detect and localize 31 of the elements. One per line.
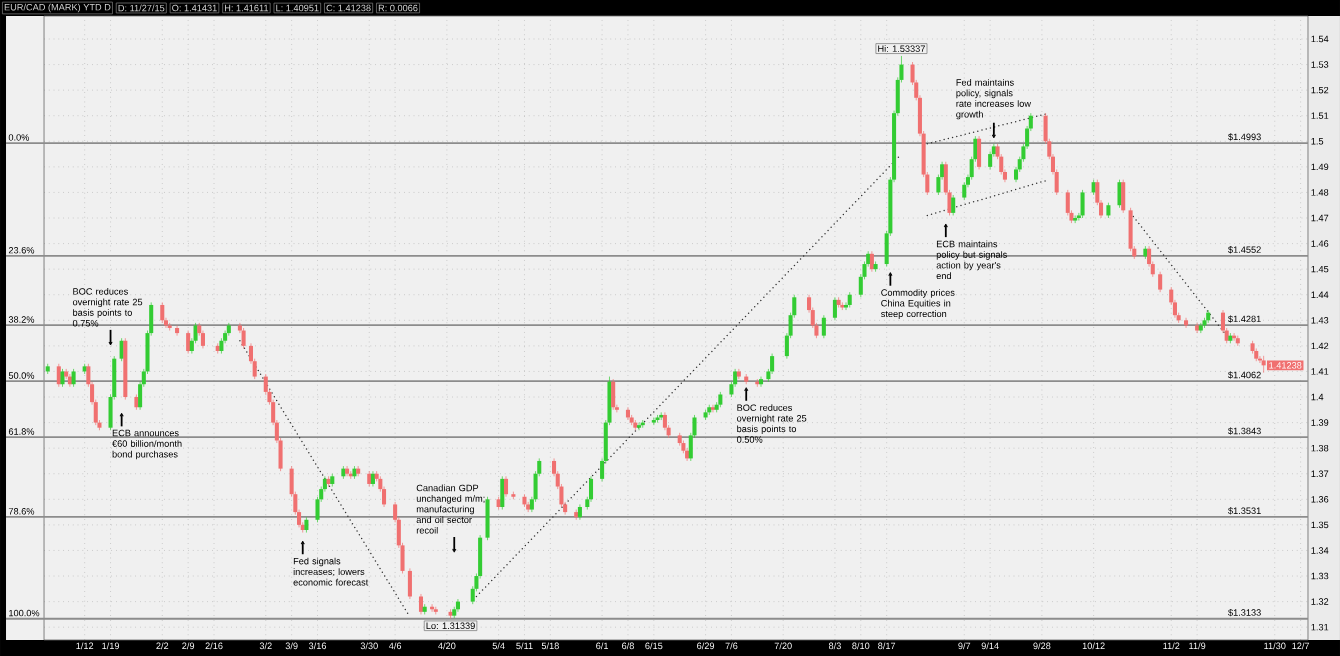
candlestick: [977, 135, 982, 170]
candlestick: [345, 465, 350, 477]
candlestick: [1184, 317, 1189, 329]
candlestick: [175, 325, 180, 336]
candlestick: [67, 373, 72, 388]
candlestick: [167, 322, 172, 331]
candlestick: [1065, 189, 1070, 216]
candlestick: [1080, 189, 1085, 219]
candlestick: [685, 447, 690, 462]
candlestick: [637, 422, 642, 431]
candlestick: [655, 414, 660, 423]
candlestick: [241, 327, 246, 349]
candlestick: [611, 378, 616, 411]
candlestick: [503, 475, 509, 498]
candlestick: [951, 194, 956, 216]
candlestick: [588, 475, 594, 503]
candlestick: [407, 568, 412, 600]
candlestick: [160, 302, 165, 324]
candlestick: [821, 314, 826, 339]
candlestick: [1073, 215, 1078, 224]
candlestick: [1117, 179, 1122, 209]
candlestick: [1128, 207, 1133, 252]
candlestick: [1158, 271, 1163, 293]
candlestick: [186, 330, 191, 354]
candlestick: [840, 302, 845, 311]
candlestick: [758, 376, 764, 388]
candlestick: [485, 496, 490, 541]
candlestick: [770, 353, 775, 375]
candlestick: [455, 598, 460, 613]
candlestick: [625, 406, 630, 421]
candlestick: [1121, 179, 1126, 214]
